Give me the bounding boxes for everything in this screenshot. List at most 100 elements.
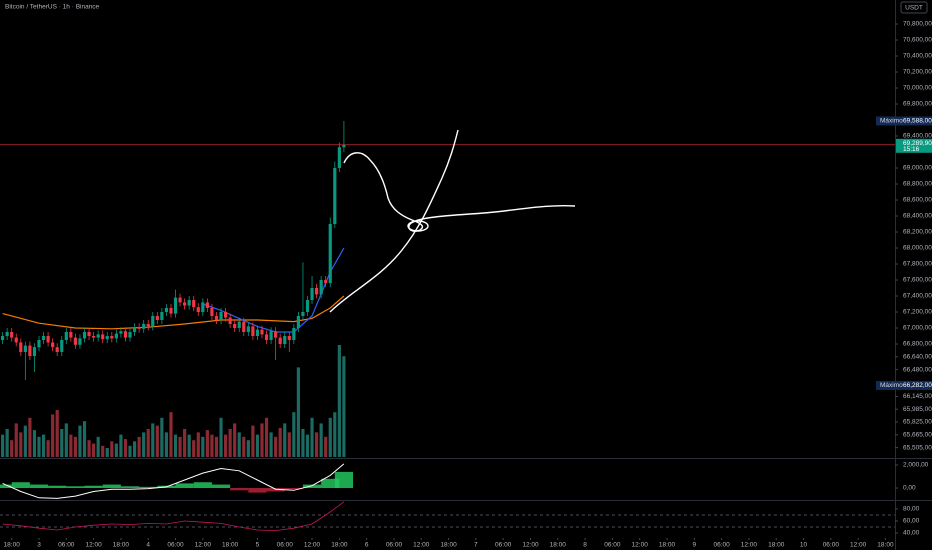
currency-box[interactable]: [900, 1, 928, 14]
volume-bar: [214, 436, 219, 457]
marker-tag: [876, 116, 932, 126]
candle-body: [87, 332, 91, 336]
volume-bar: [28, 417, 32, 457]
y-tick-label: 67,400,00: [903, 293, 932, 300]
candle-body: [51, 342, 55, 348]
candle-body: [274, 331, 278, 338]
x-tick-label: 06:00: [713, 542, 730, 549]
volume-bar: [333, 412, 337, 457]
volume-bar: [173, 434, 178, 457]
volume-bar: [105, 448, 109, 457]
freehand-drawing[interactable]: [329, 129, 459, 313]
volume-bar: [146, 429, 150, 457]
x-tick-label: 12:00: [741, 542, 758, 549]
candle-body: [155, 316, 159, 320]
y-tick-label: 66,800,00: [903, 341, 932, 348]
volume-bar: [46, 440, 50, 457]
candle-body: [201, 302, 205, 312]
x-tick-label: 18:00: [113, 542, 130, 549]
volume-bar: [278, 427, 282, 457]
x-tick-label: 06:00: [823, 542, 840, 549]
x-tick-label: 06:00: [167, 542, 184, 549]
volume-bar: [219, 417, 223, 457]
volume-bar: [187, 434, 191, 457]
moving-average: [2, 295, 345, 330]
macd-tick-label: 2,000,00: [903, 462, 929, 469]
macd-tick-label: 0,00: [903, 485, 916, 492]
volume-bar: [246, 440, 250, 457]
rsi-tick-label: 80,00: [903, 506, 920, 513]
candle-body: [292, 328, 296, 340]
last-price-label: 69,289,90: [903, 140, 932, 147]
candle-body: [214, 316, 219, 320]
volume-bar: [192, 440, 196, 457]
volume-bar: [110, 441, 114, 457]
volume-bar: [151, 423, 155, 457]
candle-body: [173, 297, 178, 314]
candle-body: [333, 168, 337, 224]
candle-body: [301, 312, 305, 316]
volume-bar: [73, 436, 77, 457]
candle-body: [178, 297, 182, 303]
y-tick-label: 70,800,00: [903, 21, 932, 28]
volume-bar: [315, 432, 319, 457]
volume-bar: [305, 434, 310, 457]
x-tick-label: 10: [800, 542, 808, 549]
candle-body: [23, 345, 27, 352]
y-tick-label: 67,800,00: [903, 261, 932, 268]
candle-body: [251, 326, 255, 336]
volume-bar: [223, 434, 228, 457]
y-tick-label: 66,480,00: [903, 366, 932, 373]
freehand-drawing[interactable]: [343, 152, 576, 232]
macd-histogram: [102, 484, 121, 489]
candle-body: [342, 144, 346, 148]
macd-histogram: [11, 482, 30, 489]
volume-bar: [296, 367, 300, 457]
candle-body: [41, 336, 46, 340]
volume-bar: [283, 423, 287, 457]
x-tick-label: 5: [256, 542, 260, 549]
y-tick-label: 67,200,00: [903, 309, 932, 316]
volume-bar: [210, 434, 214, 457]
x-tick-label: 18:00: [877, 542, 894, 549]
candle-body: [192, 300, 196, 308]
marker-price: 66,282,00: [903, 382, 932, 389]
rsi-tick-label: 60,00: [903, 518, 920, 525]
drawings[interactable]: [329, 129, 576, 313]
candle-body: [305, 300, 310, 312]
candle-body: [78, 338, 82, 345]
candle-body: [110, 336, 114, 339]
x-tick-label: 12:00: [522, 542, 539, 549]
macd-histogram: [84, 485, 103, 489]
x-tick-label: 06:00: [58, 542, 75, 549]
macd-histogram: [321, 478, 340, 489]
volume-bar: [114, 443, 118, 457]
x-tick-label: 12:00: [413, 542, 430, 549]
marker-tag: [876, 380, 932, 390]
volume-bar: [319, 423, 323, 457]
freehand-drawing[interactable]: [407, 220, 429, 232]
volume-bar: [237, 432, 241, 457]
x-tick-label: 3: [37, 542, 41, 549]
candle-body: [278, 337, 282, 344]
price-axis: 70,800,00 70,600,00 70,400,00 70,200,00 70,0…: [876, 21, 932, 537]
candle-body: [96, 334, 100, 338]
volume-bar: [233, 423, 237, 457]
volume-bar: [342, 356, 346, 457]
volume-bar: [64, 423, 68, 457]
volume-bar: [310, 417, 314, 457]
y-tick-label: 70,600,00: [903, 37, 932, 44]
candle-body: [28, 345, 32, 356]
y-tick-label: 65,825,00: [903, 419, 932, 426]
y-tick-label: 70,200,00: [903, 69, 932, 76]
candle-body: [287, 336, 291, 340]
y-tick-label: 68,000,00: [903, 245, 932, 252]
candle-body: [137, 327, 141, 329]
volume-bar: [132, 441, 137, 457]
volume-bar: [264, 417, 269, 457]
volume-bar: [123, 439, 128, 457]
volume-bar: [183, 429, 187, 457]
x-tick-label: 9: [692, 542, 696, 549]
